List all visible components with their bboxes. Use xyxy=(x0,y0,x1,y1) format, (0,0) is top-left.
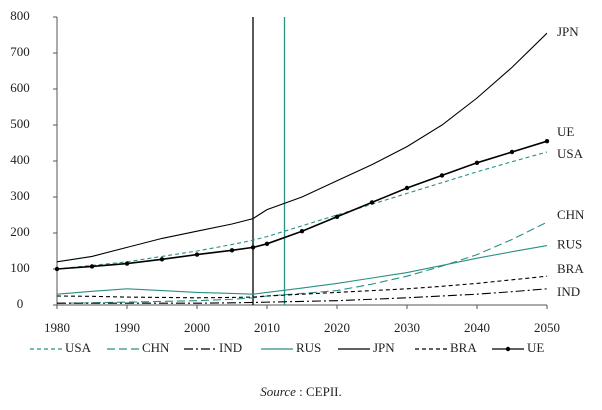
series-marker xyxy=(229,248,235,253)
series-end-label: USA xyxy=(557,146,584,161)
legend-label: RUS xyxy=(296,340,321,355)
x-tick-label: 1980 xyxy=(44,320,70,335)
series-end-label: UE xyxy=(557,124,574,139)
x-tick-label: 1990 xyxy=(114,320,140,335)
legend-label: USA xyxy=(65,340,92,355)
x-tick-label: 2030 xyxy=(394,320,420,335)
series-line xyxy=(56,245,548,295)
y-tick-label: 800 xyxy=(10,8,30,23)
y-tick-label: 100 xyxy=(10,260,30,275)
x-tick-label: 2010 xyxy=(254,320,280,335)
legend-label: BRA xyxy=(450,340,477,355)
series-end-label: BRA xyxy=(557,261,584,276)
series-marker xyxy=(250,245,256,250)
y-tick-label: 200 xyxy=(10,224,30,239)
source: Source : CEPII. xyxy=(260,384,342,399)
series-marker xyxy=(264,241,270,246)
y-tick-label: 700 xyxy=(10,44,30,59)
series-line xyxy=(56,151,548,270)
source-label: Source xyxy=(260,384,296,399)
series-marker xyxy=(509,149,515,155)
series-end-label: IND xyxy=(557,284,580,299)
series-marker xyxy=(474,160,480,165)
y-tick-label: 400 xyxy=(10,152,30,167)
legend-label: CHN xyxy=(142,340,170,355)
x-tick-label: 2000 xyxy=(184,320,210,335)
x-tick-label: 2050 xyxy=(534,320,560,335)
series-marker xyxy=(54,266,60,272)
series-marker xyxy=(369,200,375,205)
series-marker xyxy=(159,257,165,262)
series-marker xyxy=(124,261,130,266)
series-end-label: JPN xyxy=(557,24,579,39)
series-line xyxy=(56,32,548,263)
y-tick-label: 300 xyxy=(10,188,30,203)
y-tick-label: 0 xyxy=(17,296,24,311)
series-marker xyxy=(334,214,340,219)
source-text: : CEPII. xyxy=(296,384,342,399)
y-tick-label: 500 xyxy=(10,116,30,131)
series-marker xyxy=(439,173,445,178)
series-line xyxy=(57,288,548,304)
legend-label: IND xyxy=(219,340,242,355)
series-marker xyxy=(299,229,305,234)
series-marker xyxy=(404,185,410,191)
x-tick-label: 2040 xyxy=(464,320,490,335)
legend-label: UE xyxy=(527,340,544,355)
series-line xyxy=(56,221,548,304)
legend-marker xyxy=(505,346,511,352)
series-end-label: RUS xyxy=(557,237,582,252)
legend-label: JPN xyxy=(373,340,395,355)
x-tick-label: 2020 xyxy=(324,320,350,335)
series-marker xyxy=(89,264,95,269)
series-line xyxy=(56,275,548,299)
y-tick-label: 600 xyxy=(10,80,30,95)
series-line xyxy=(56,140,548,270)
series-end-label: CHN xyxy=(557,207,585,222)
series-marker xyxy=(544,139,550,144)
series-marker xyxy=(194,252,200,257)
